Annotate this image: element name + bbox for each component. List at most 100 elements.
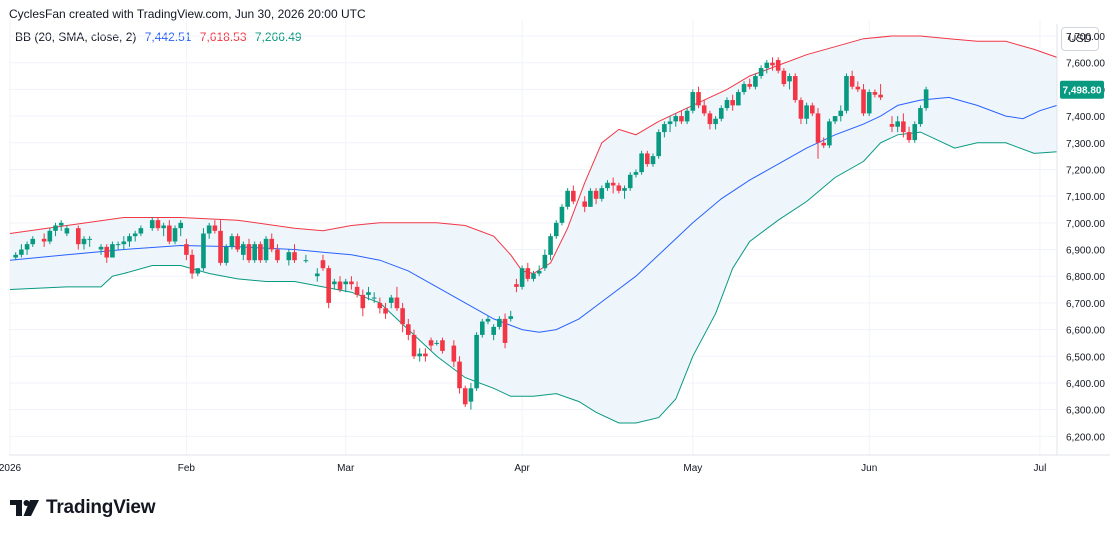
candle xyxy=(878,84,883,101)
candle-body xyxy=(553,222,559,237)
candle-body xyxy=(98,246,104,250)
time-tick-label: Jun xyxy=(861,463,877,474)
candle-body xyxy=(394,297,400,309)
candle xyxy=(388,294,394,309)
candle xyxy=(149,217,155,231)
candle xyxy=(167,220,172,245)
candle-body xyxy=(377,302,383,309)
candle-body xyxy=(201,233,206,269)
candle-body xyxy=(223,246,229,263)
candle-body xyxy=(497,318,502,327)
candle xyxy=(889,116,895,133)
candle-body xyxy=(371,297,377,299)
candle xyxy=(713,116,718,130)
candle-body xyxy=(525,268,531,279)
candle-body xyxy=(650,156,656,165)
candle-body xyxy=(195,268,201,274)
candle-body xyxy=(923,89,929,109)
candle xyxy=(366,286,371,301)
candle-body xyxy=(206,225,212,234)
candle-body xyxy=(360,294,366,309)
last-price-tag: 7,498.80 xyxy=(1060,80,1104,99)
candle xyxy=(918,105,923,127)
tradingview-logo-icon xyxy=(10,500,39,516)
currency-button[interactable]: USD xyxy=(1061,27,1099,51)
candle-body xyxy=(588,190,593,207)
candle-body xyxy=(582,201,588,207)
time-axis[interactable]: 2026 Feb Mar Apr May Jun Jul xyxy=(0,463,1046,474)
candle xyxy=(195,268,201,277)
candle xyxy=(542,249,548,271)
candle-body xyxy=(303,260,309,262)
candle xyxy=(235,233,240,253)
candle xyxy=(121,236,127,250)
candle xyxy=(525,262,531,282)
price-axis[interactable]: 6,200.00 6,300.00 6,400.00 6,500.00 6,600.00… xyxy=(1066,32,1105,443)
candle xyxy=(314,268,320,282)
candle-body xyxy=(457,361,462,389)
candle xyxy=(184,238,189,261)
candle xyxy=(104,244,110,263)
candle-body xyxy=(383,308,388,314)
candle xyxy=(332,278,337,290)
candle xyxy=(189,249,195,279)
candle-body xyxy=(189,254,195,274)
candle xyxy=(497,316,502,330)
candle-body xyxy=(804,105,809,119)
candle-body xyxy=(775,60,781,71)
candle-body xyxy=(895,121,900,127)
indicator-name: BB (20, SMA, close, 2) xyxy=(15,30,137,44)
candle xyxy=(457,356,462,394)
bollinger-band-fill xyxy=(10,36,1057,423)
candle xyxy=(411,329,417,359)
candle-body xyxy=(599,188,605,199)
candle-body xyxy=(138,228,144,234)
candle xyxy=(605,180,610,191)
candle xyxy=(565,188,570,210)
price-tick-label: 7,100.00 xyxy=(1066,192,1105,203)
candle-body xyxy=(662,124,667,133)
candle-body xyxy=(400,308,405,325)
candle xyxy=(229,233,235,250)
candle-body xyxy=(912,124,918,141)
candle xyxy=(696,86,701,109)
candle-body xyxy=(798,100,804,119)
candle xyxy=(906,126,912,143)
price-tick-label: 6,800.00 xyxy=(1066,272,1105,283)
candle-body xyxy=(844,76,849,111)
candle xyxy=(212,220,218,234)
price-tick-label: 6,700.00 xyxy=(1066,299,1105,310)
candle xyxy=(844,73,849,114)
candle-body xyxy=(707,113,713,125)
candle-body xyxy=(838,110,844,117)
candle xyxy=(41,233,47,247)
candle xyxy=(599,185,605,202)
candle xyxy=(673,113,679,127)
candle xyxy=(201,228,206,271)
candle-body xyxy=(901,121,906,133)
candle-body xyxy=(428,340,434,346)
candle-body xyxy=(622,188,627,191)
candle-body xyxy=(479,321,485,335)
candle xyxy=(371,292,377,303)
price-tick-label: 7,700.00 xyxy=(1066,32,1105,43)
candle-body xyxy=(132,233,138,237)
indicator-legend[interactable]: BB (20, SMA, close, 2) 7,442.51 7,618.53… xyxy=(15,30,302,44)
candle-body xyxy=(19,249,24,255)
candle-body xyxy=(696,92,701,106)
candle-body xyxy=(423,353,428,357)
candle xyxy=(286,249,292,266)
candle-body xyxy=(172,228,178,242)
candle xyxy=(75,225,81,250)
candle xyxy=(895,116,900,133)
candle xyxy=(741,81,747,95)
candle-body xyxy=(718,108,724,119)
candle-body xyxy=(269,238,275,250)
candle xyxy=(536,265,542,277)
candle-body xyxy=(906,132,912,141)
candle xyxy=(320,254,326,271)
tradingview-logo-text: TradingView xyxy=(46,497,156,518)
candle xyxy=(645,150,650,167)
candle xyxy=(622,185,627,199)
